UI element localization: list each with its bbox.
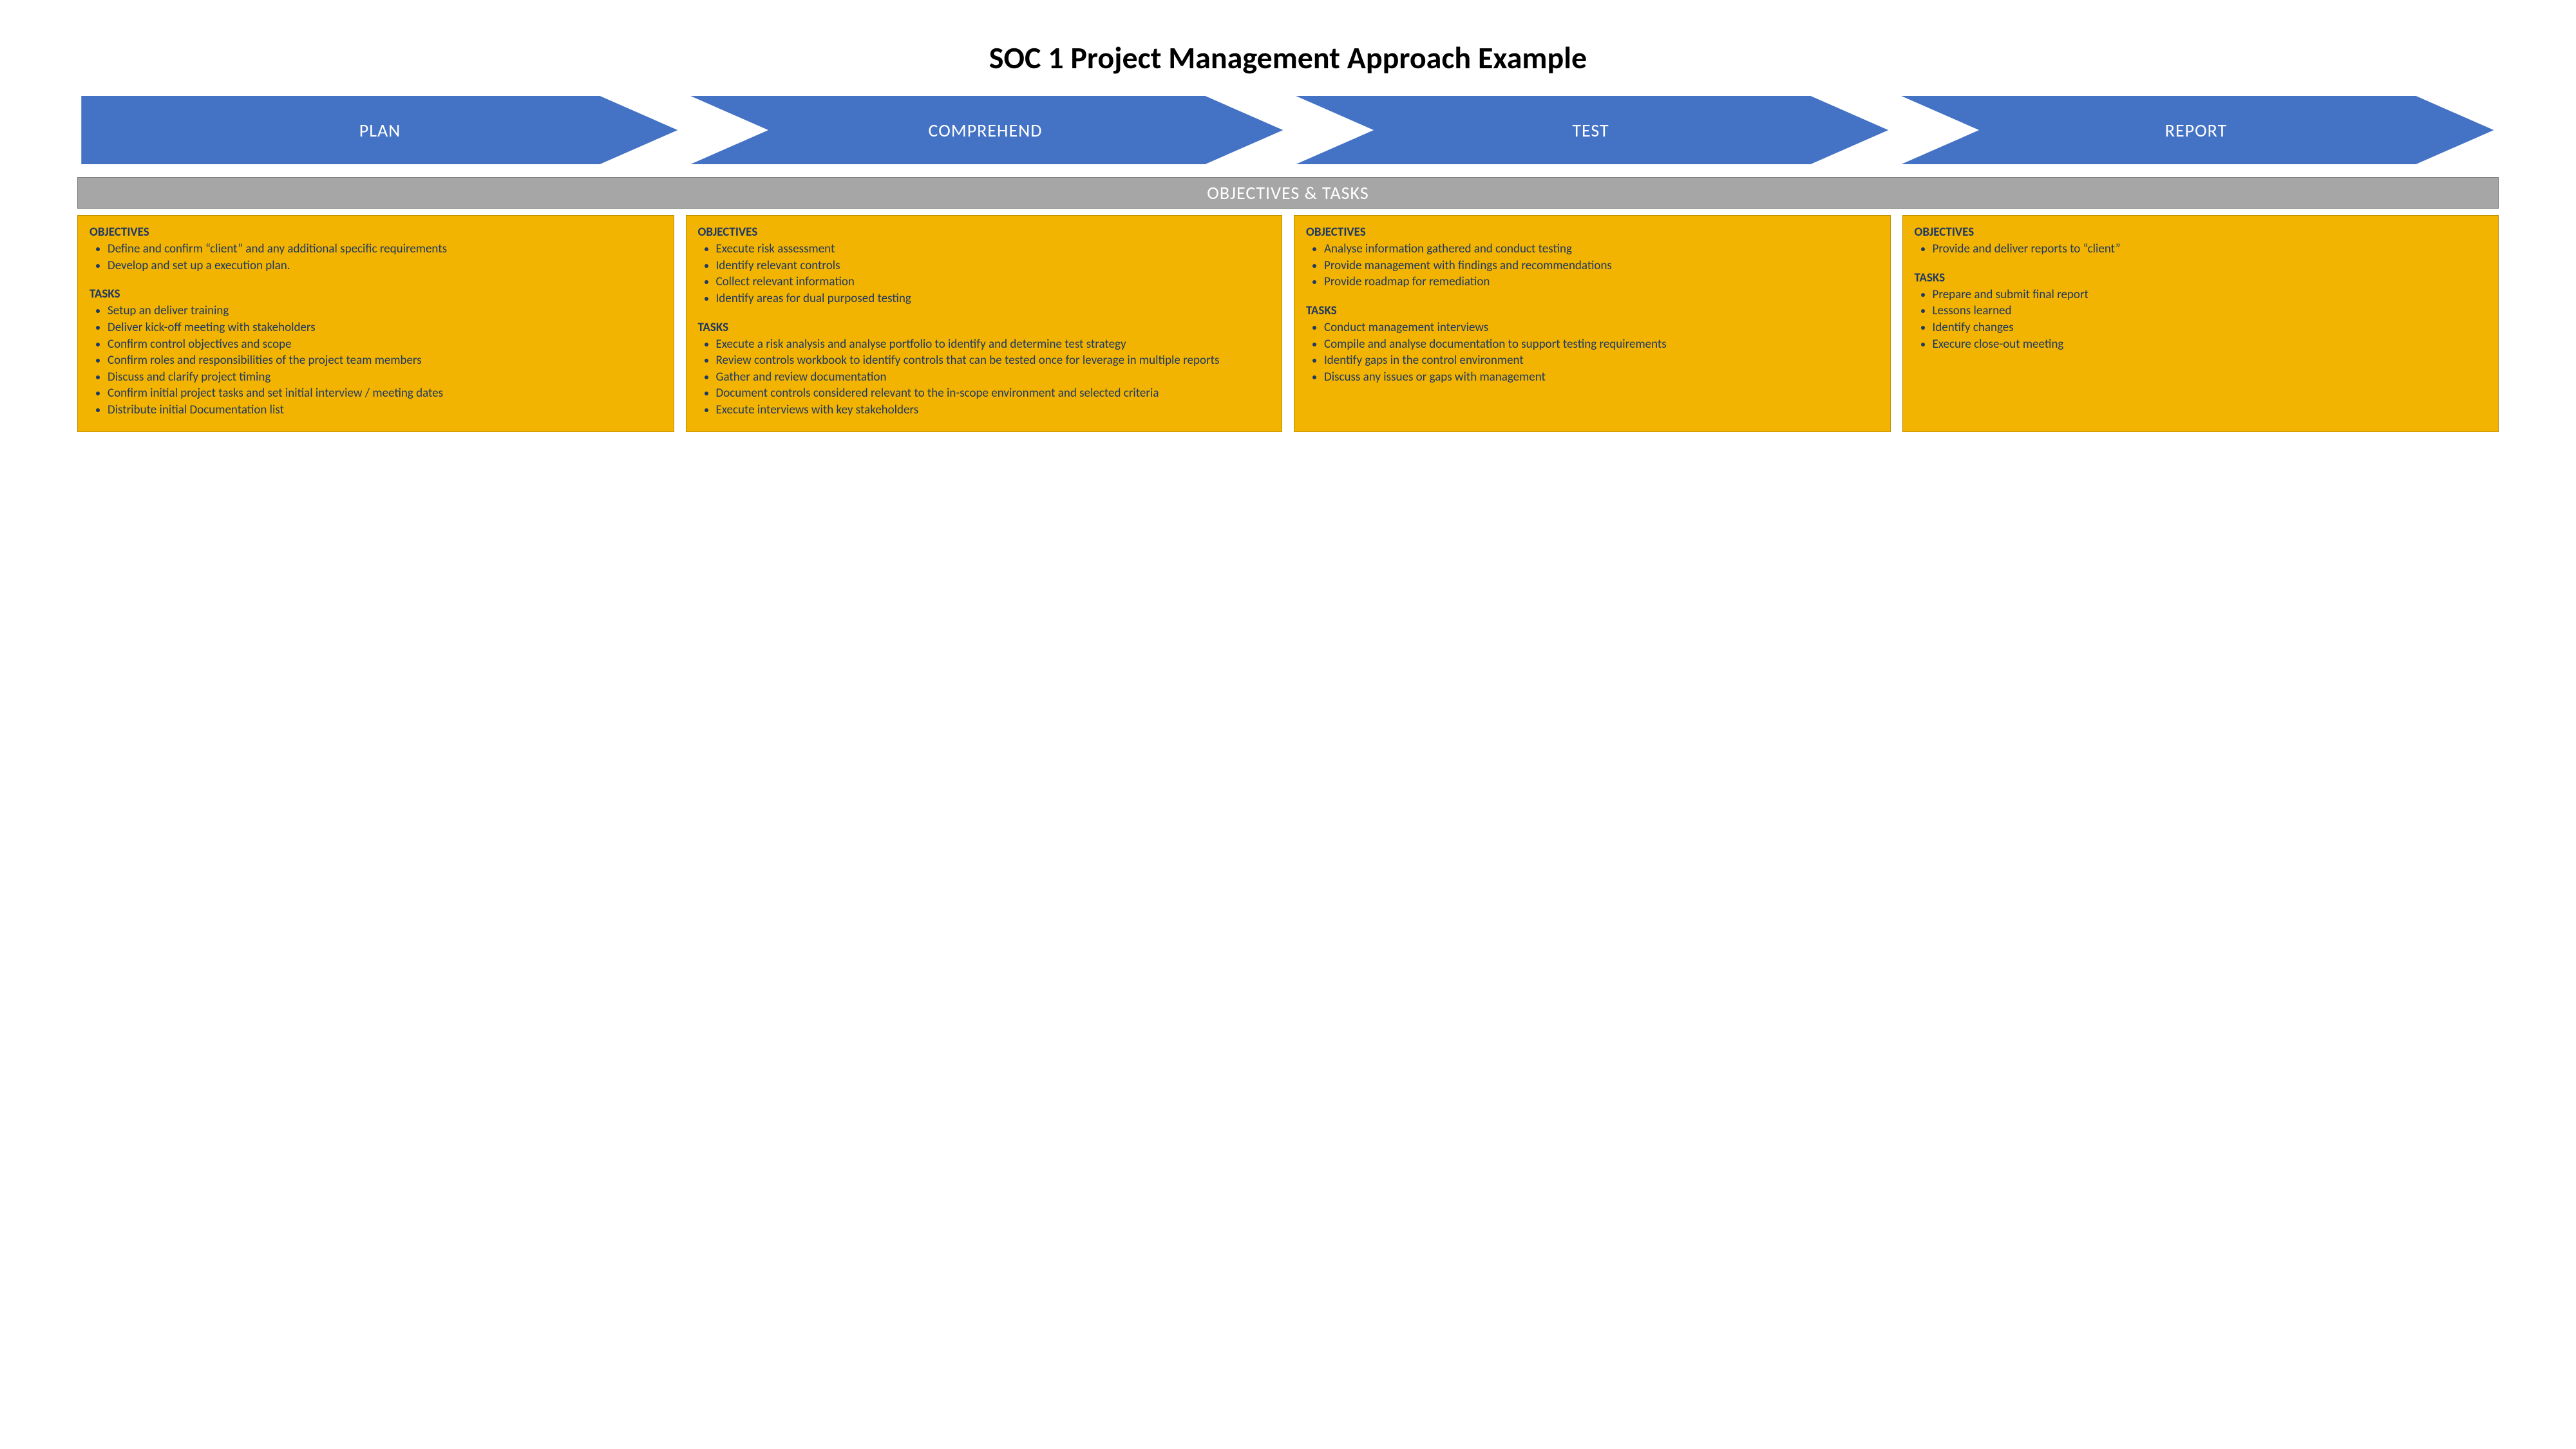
list-item: Lessons learned (1933, 303, 2487, 319)
phase-card-plan: OBJECTIVESDefine and confirm “client” an… (77, 215, 674, 432)
tasks-list: Execute a risk analysis and analyse port… (698, 336, 1271, 419)
list-item: Identify relevant controls (716, 258, 1271, 274)
phase-chevron-test: TEST (1288, 95, 1893, 166)
tasks-list: Prepare and submit final reportLessons l… (1915, 287, 2487, 353)
list-item: Execure close-out meeting (1933, 336, 2487, 353)
tasks-heading: TASKS (90, 287, 662, 301)
phase-chevron-label: REPORT (2165, 119, 2227, 142)
phase-columns: OBJECTIVESDefine and confirm “client” an… (77, 215, 2499, 432)
tasks-list: Setup an deliver trainingDeliver kick-of… (90, 303, 662, 418)
objectives-heading: OBJECTIVES (1306, 225, 1879, 240)
tasks-heading: TASKS (1306, 303, 1879, 318)
list-item: Confirm initial project tasks and set in… (108, 385, 662, 402)
phase-chevron-row: PLAN COMPREHEND TEST REPORT (77, 95, 2499, 166)
phase-card-comprehend: OBJECTIVESExecute risk assessmentIdentif… (686, 215, 1283, 432)
phase-card-test: OBJECTIVESAnalyse information gathered a… (1294, 215, 1891, 432)
list-item: Define and confirm “client” and any addi… (108, 241, 662, 258)
list-item: Identify changes (1933, 319, 2487, 336)
list-item: Prepare and submit final report (1933, 287, 2487, 303)
page-title: SOC 1 Project Management Approach Exampl… (77, 39, 2499, 77)
phase-chevron-label: PLAN (359, 119, 401, 142)
list-item: Identify gaps in the control environment (1324, 352, 1879, 369)
list-item: Collect relevant information (716, 274, 1271, 290)
list-item: Confirm control objectives and scope (108, 336, 662, 353)
phase-card-report: OBJECTIVESProvide and deliver reports to… (1902, 215, 2499, 432)
list-item: Review controls workbook to identify con… (716, 352, 1271, 369)
list-item: Deliver kick-off meeting with stakeholde… (108, 319, 662, 336)
objectives-list: Execute risk assessmentIdentify relevant… (698, 241, 1271, 307)
list-item: Execute risk assessment (716, 241, 1271, 258)
list-item: Analyse information gathered and conduct… (1324, 241, 1879, 258)
objectives-heading: OBJECTIVES (698, 225, 1271, 240)
phase-chevron-plan: PLAN (77, 95, 683, 166)
objectives-list: Analyse information gathered and conduct… (1306, 241, 1879, 290)
objectives-heading: OBJECTIVES (1915, 225, 2487, 240)
list-item: Gather and review documentation (716, 369, 1271, 386)
tasks-heading: TASKS (1915, 270, 2487, 285)
objectives-list: Define and confirm “client” and any addi… (90, 241, 662, 274)
section-bar: OBJECTIVES & TASKS (77, 177, 2499, 209)
phase-chevron-label: COMPREHEND (929, 119, 1043, 142)
phase-chevron-report: REPORT (1893, 95, 2499, 166)
objectives-list: Provide and deliver reports to “client” (1915, 241, 2487, 258)
list-item: Provide management with findings and rec… (1324, 258, 1879, 274)
list-item: Provide roadmap for remediation (1324, 274, 1879, 290)
list-item: Execute a risk analysis and analyse port… (716, 336, 1271, 353)
list-item: Document controls considered relevant to… (716, 385, 1271, 402)
list-item: Execute interviews with key stakeholders (716, 402, 1271, 419)
list-item: Confirm roles and responsibilities of th… (108, 352, 662, 369)
list-item: Discuss and clarify project timing (108, 369, 662, 386)
tasks-heading: TASKS (698, 320, 1271, 335)
list-item: Setup an deliver training (108, 303, 662, 319)
list-item: Conduct management interviews (1324, 319, 1879, 336)
objectives-heading: OBJECTIVES (90, 225, 662, 240)
list-item: Discuss any issues or gaps with manageme… (1324, 369, 1879, 386)
list-item: Identify areas for dual purposed testing (716, 290, 1271, 307)
phase-chevron-comprehend: COMPREHEND (683, 95, 1288, 166)
tasks-list: Conduct management interviewsCompile and… (1306, 319, 1879, 386)
phase-chevron-label: TEST (1572, 119, 1609, 142)
list-item: Develop and set up a execution plan. (108, 258, 662, 274)
list-item: Distribute initial Documentation list (108, 402, 662, 419)
list-item: Compile and analyse documentation to sup… (1324, 336, 1879, 353)
list-item: Provide and deliver reports to “client” (1933, 241, 2487, 258)
